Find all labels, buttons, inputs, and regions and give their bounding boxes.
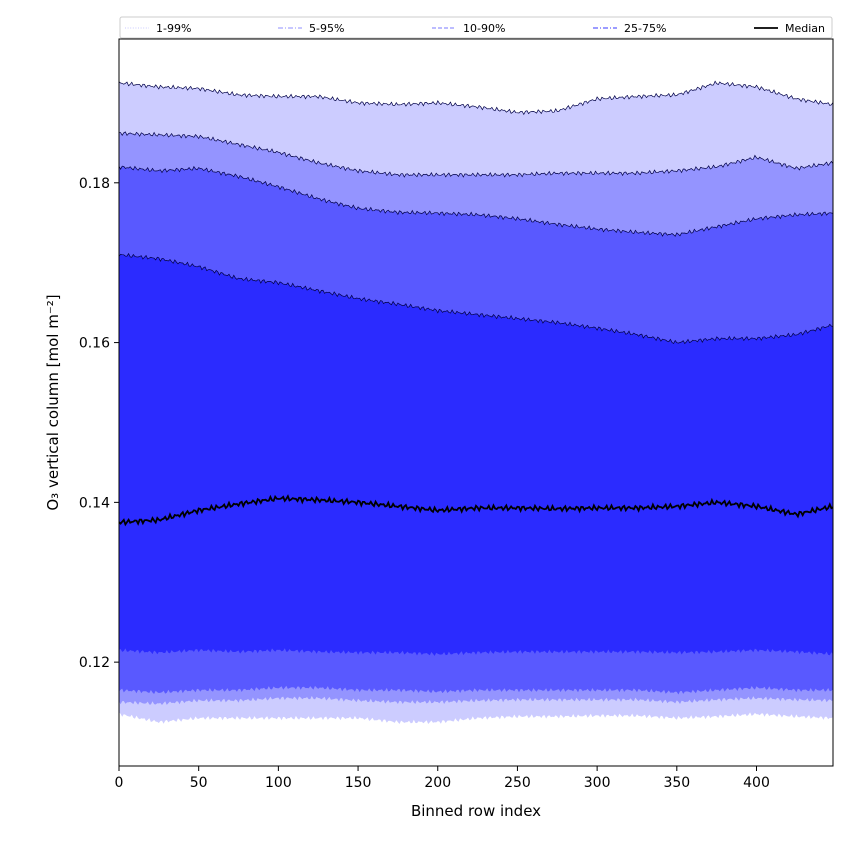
x-tick-label: 350 xyxy=(663,775,690,791)
band-edge-25-75% xyxy=(118,252,834,345)
y-tick-label: 0.14 xyxy=(79,495,110,511)
y-tick-label: 0.12 xyxy=(79,655,110,671)
legend-label-Median: Median xyxy=(785,22,825,35)
lines-layer xyxy=(118,80,834,527)
bands-layer xyxy=(119,81,833,724)
series-median-line xyxy=(118,494,834,527)
band-edge-5-95% xyxy=(118,131,834,178)
x-tick-label: 250 xyxy=(504,775,531,791)
legend-box xyxy=(119,16,833,39)
x-tick-label: 150 xyxy=(345,775,372,791)
legend-label-5-95%: 5-95% xyxy=(309,22,344,35)
y-axis: 0.12 0.14 0.16 0.18 xyxy=(79,176,119,671)
legend-label-10-90%: 10-90% xyxy=(463,22,505,35)
legend-label-25-75%: 25-75% xyxy=(624,22,666,35)
x-tick-label: 50 xyxy=(190,775,208,791)
y-axis-label: O₃ vertical column [mol m⁻²] xyxy=(44,294,62,510)
y-tick-label: 0.18 xyxy=(79,176,110,192)
band-25-75% xyxy=(119,253,833,656)
y-tick-label: 0.16 xyxy=(79,336,110,352)
x-tick-label: 100 xyxy=(265,775,292,791)
legend-label-1-99%: 1-99% xyxy=(156,22,191,35)
band-edge-10-90% xyxy=(118,165,834,237)
x-tick-label: 300 xyxy=(584,775,611,791)
x-axis: 0 50 100 150 200 250 300 350 400 xyxy=(115,766,770,791)
x-tick-label: 200 xyxy=(424,775,451,791)
x-tick-label: 400 xyxy=(743,775,770,791)
x-axis-label: Binned row index xyxy=(411,802,541,820)
x-tick-label: 0 xyxy=(115,775,124,791)
band-edge-1-99% xyxy=(118,80,834,116)
legend: 1-99% 5-95% 10-90% 25-75% Median xyxy=(119,16,833,39)
plot-frame xyxy=(118,38,834,767)
